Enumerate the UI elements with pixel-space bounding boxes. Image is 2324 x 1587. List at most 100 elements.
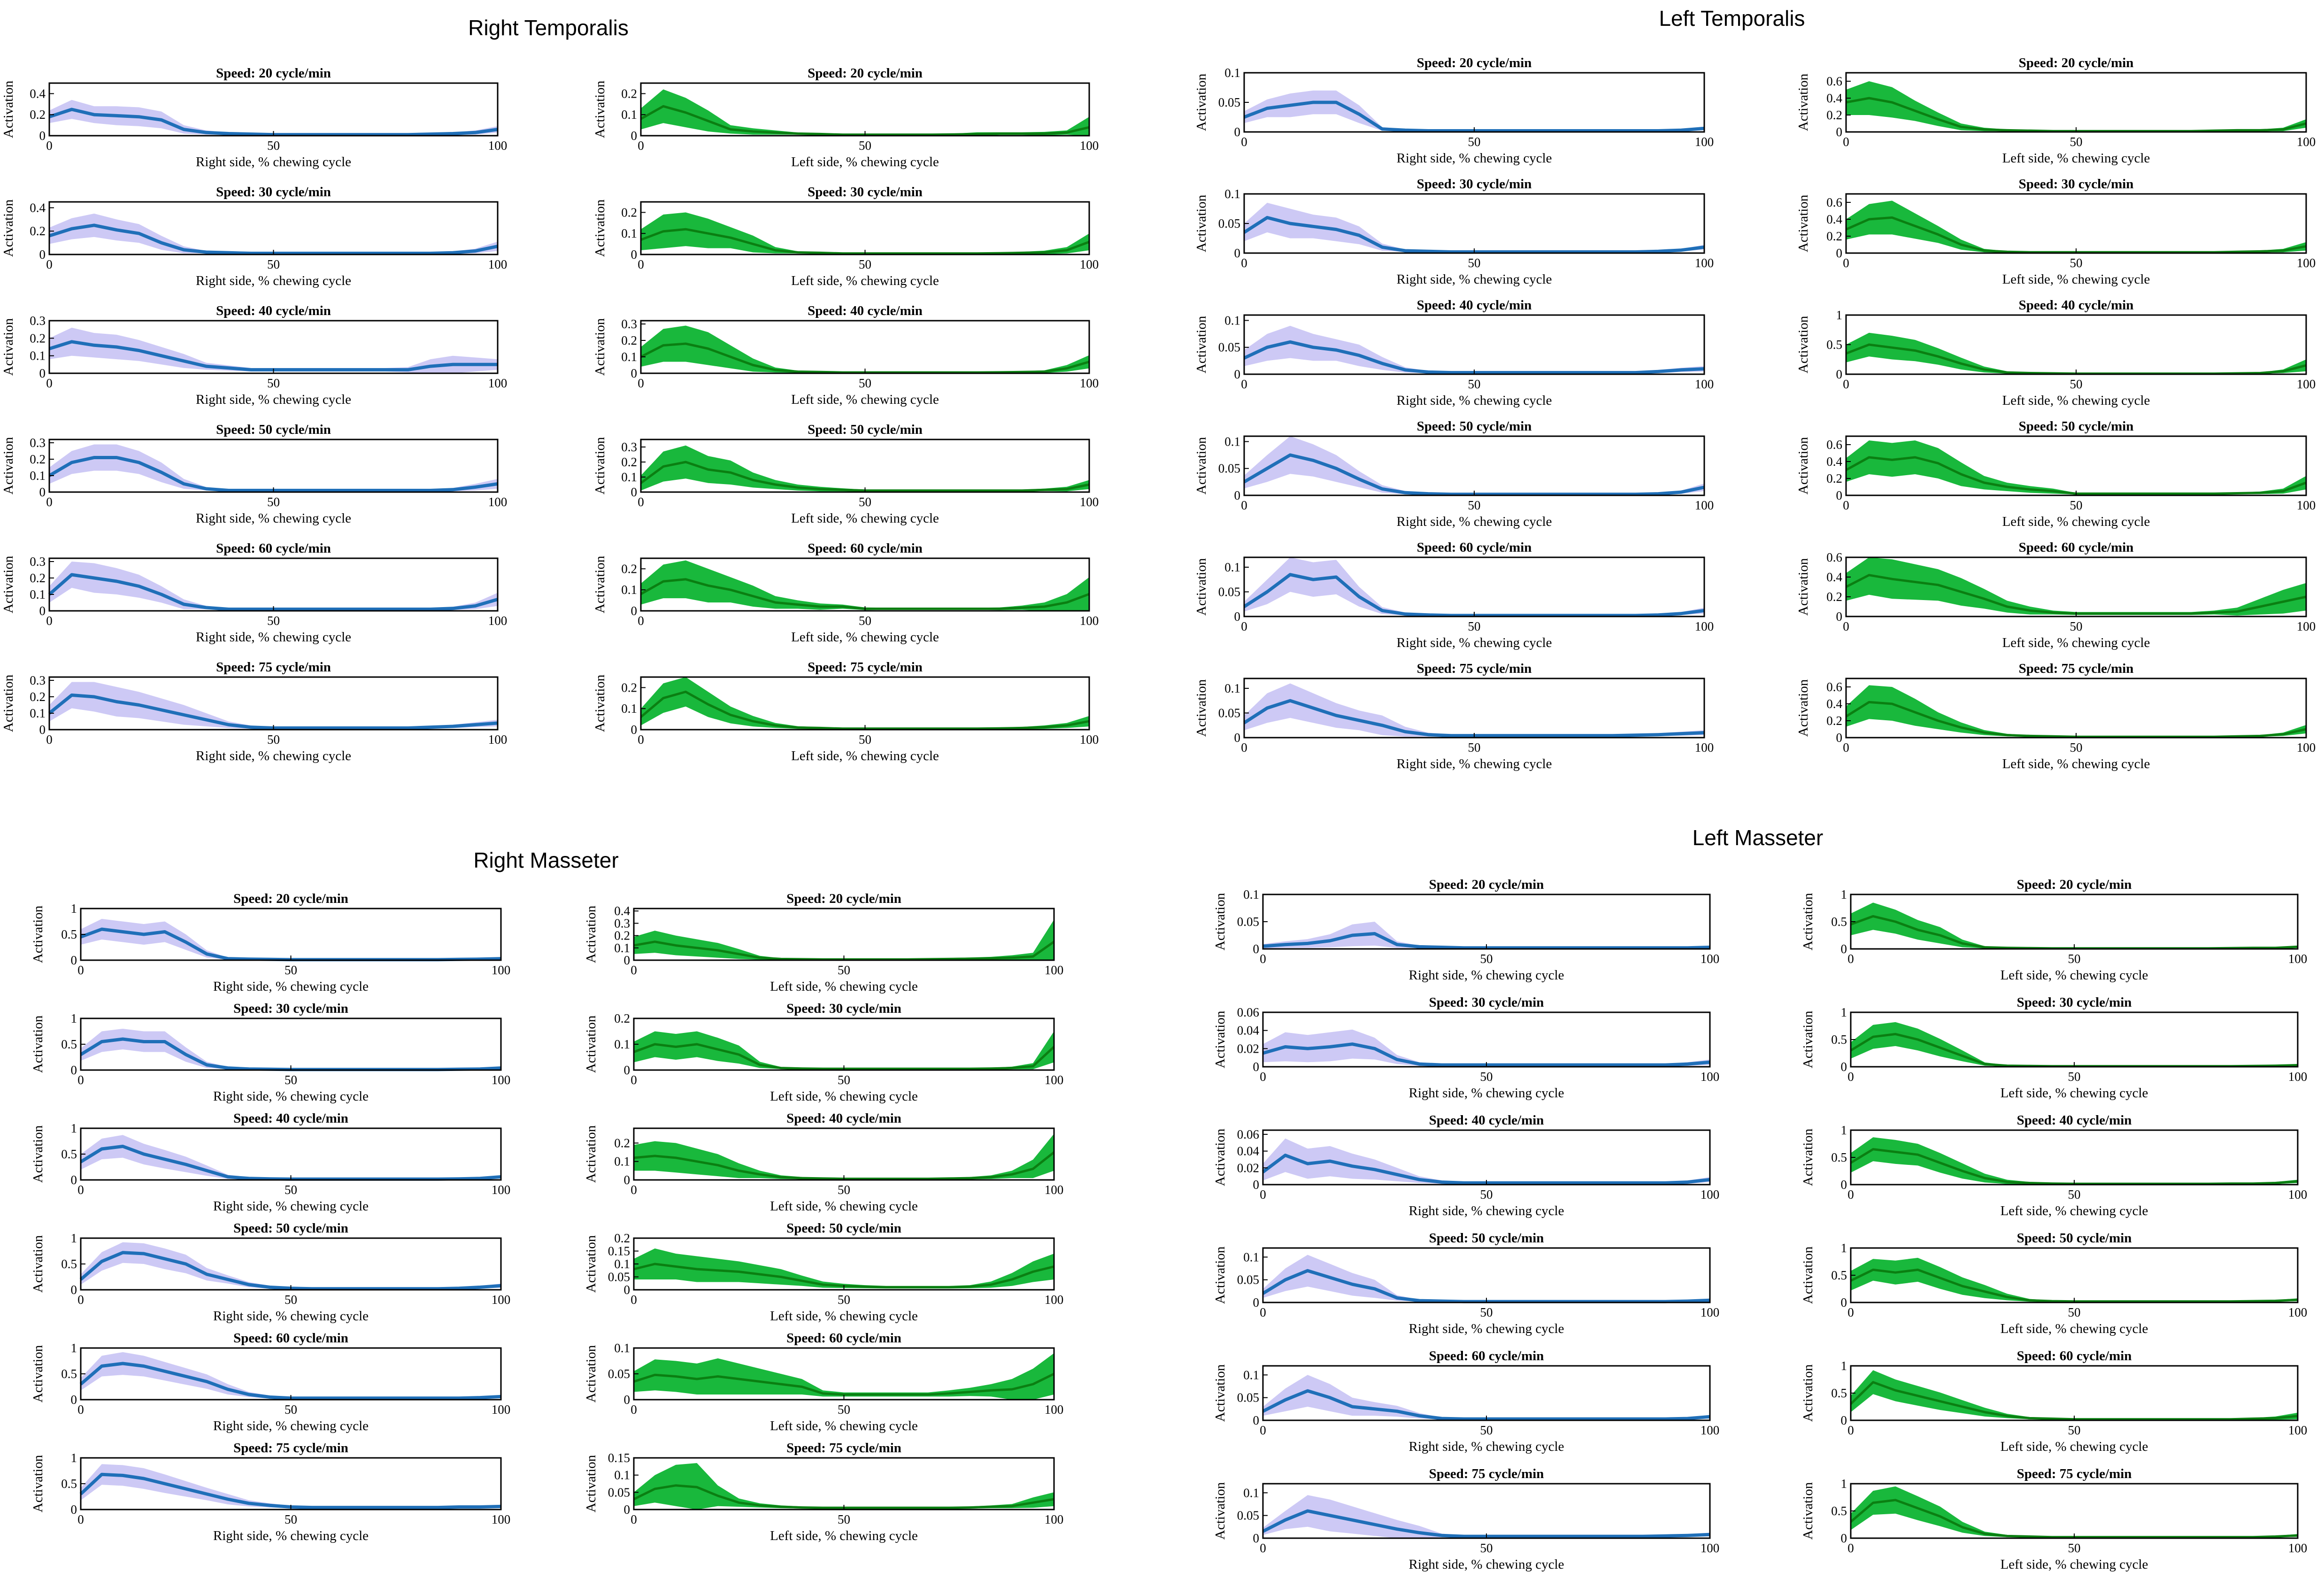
y-axis-label: Activation (1796, 437, 1811, 494)
x-tick-label: 100 (1701, 952, 1720, 966)
y-axis-label: Activation (1801, 1246, 1816, 1304)
subplot-title: Speed: 60 cycle/min (1429, 1348, 1544, 1364)
x-tick-label: 0 (46, 139, 53, 153)
y-tick-label: 0.1 (614, 1257, 630, 1271)
y-tick-label: 0.1 (614, 1037, 630, 1051)
x-tick-label: 100 (1045, 1512, 1064, 1526)
x-axis-label: Left side, % chewing cycle (770, 1309, 918, 1324)
subplot-right-6: Speed: 75 cycle/min 0 50 100 0 0.5 1 Right side… (31, 1441, 510, 1543)
subplot-title: Speed: 50 cycle/min (1429, 1231, 1544, 1246)
y-axis-label: Activation (1801, 1482, 1816, 1540)
y-axis-label: Activation (593, 199, 608, 257)
y-tick-label: 0 (1841, 1531, 1847, 1545)
subplot-left-2: Speed: 30 cycle/min 0 50 100 0 0.1 0.2 Left sid… (584, 1001, 1063, 1104)
y-tick-label: 0 (1253, 1178, 1260, 1192)
x-tick-label: 0 (638, 139, 644, 153)
x-axis-label: Left side, % chewing cycle (2002, 756, 2150, 771)
y-tick-label: 0.6 (1826, 438, 1842, 452)
x-tick-label: 50 (859, 257, 871, 271)
x-tick-label: 0 (46, 257, 53, 271)
y-axis-label: Activation (584, 1125, 599, 1183)
subplot-title: Speed: 60 cycle/min (786, 1331, 901, 1346)
y-axis-label: Activation (1194, 437, 1209, 494)
y-tick-label: 0.3 (30, 314, 46, 328)
y-tick-label: 0.5 (61, 1367, 77, 1381)
subplot-right-1: Speed: 20 cycle/min 0 50 100 0 0.05 0.1 Right s… (1194, 55, 1714, 166)
x-tick-label: 0 (1843, 740, 1849, 755)
y-tick-label: 0 (39, 723, 46, 737)
x-tick-label: 50 (1468, 740, 1481, 755)
x-tick-label: 50 (859, 495, 871, 509)
y-tick-label: 0.1 (1224, 560, 1240, 574)
subplot-right-4: Speed: 50 cycle/min 0 50 100 0 0.05 0.1 Right s… (1194, 419, 1714, 529)
subplot-title: Speed: 30 cycle/min (233, 1001, 348, 1016)
x-tick-label: 50 (2070, 256, 2083, 270)
subplot-title: Speed: 20 cycle/min (808, 66, 923, 81)
x-tick-label: 100 (1080, 732, 1099, 747)
x-axis-label: Right side, % chewing cycle (213, 1418, 369, 1433)
x-tick-label: 50 (859, 614, 871, 628)
subplot-title: Speed: 40 cycle/min (1417, 298, 1532, 313)
y-tick-label: 0.6 (1826, 680, 1842, 694)
std-band (49, 444, 498, 492)
x-tick-label: 100 (1080, 257, 1099, 271)
subplot-title: Speed: 40 cycle/min (1429, 1113, 1544, 1128)
std-band (1244, 557, 1704, 616)
subplot-title: Speed: 50 cycle/min (808, 422, 923, 437)
subplot-title: Speed: 40 cycle/min (233, 1111, 348, 1126)
x-tick-label: 50 (285, 1183, 297, 1197)
y-tick-label: 0.2 (621, 86, 637, 100)
y-tick-label: 0.2 (30, 571, 46, 585)
mean-line (633, 1372, 1055, 1396)
x-tick-label: 0 (638, 732, 644, 747)
y-axis-label: Activation (584, 1235, 599, 1293)
x-axis-label: Right side, % chewing cycle (1397, 272, 1552, 287)
subplot-left-6: Speed: 75 cycle/min 0 50 100 0 0.1 0.2 Left sid… (593, 660, 1099, 763)
x-tick-label: 50 (2068, 1423, 2081, 1437)
x-axis-label: Left side, % chewing cycle (770, 1199, 918, 1214)
x-axis-label: Right side, % chewing cycle (196, 273, 351, 288)
x-tick-label: 50 (838, 1293, 850, 1307)
subplot-title: Speed: 60 cycle/min (216, 541, 331, 556)
x-axis-label: Left side, % chewing cycle (2002, 635, 2150, 650)
x-tick-label: 50 (2068, 952, 2081, 966)
x-tick-label: 100 (1701, 1305, 1720, 1319)
y-tick-label: 0.2 (621, 562, 637, 576)
y-tick-label: 0 (71, 1393, 77, 1407)
y-tick-label: 0.3 (621, 440, 637, 454)
y-tick-label: 0.1 (1243, 1368, 1259, 1382)
y-tick-label: 0.2 (614, 1231, 630, 1245)
y-tick-label: 0.2 (30, 690, 46, 704)
x-tick-label: 100 (1695, 135, 1714, 149)
std-band (634, 1353, 1054, 1400)
x-tick-label: 100 (488, 732, 508, 747)
x-tick-label: 50 (1468, 377, 1481, 391)
subplot-right-6: Speed: 75 cycle/min 0 50 100 0 0.05 0.1 Right s… (1194, 661, 1714, 771)
subplot-title: Speed: 75 cycle/min (1417, 661, 1532, 676)
x-tick-label: 0 (1847, 1305, 1854, 1319)
x-axis-label: Right side, % chewing cycle (1409, 968, 1564, 983)
subplot-title: Speed: 20 cycle/min (1417, 55, 1532, 70)
y-tick-label: 0.05 (608, 1367, 630, 1381)
x-tick-label: 100 (492, 1073, 511, 1087)
y-tick-label: 0 (631, 604, 638, 618)
y-tick-label: 0 (71, 1283, 77, 1297)
subplot-right-5: Speed: 60 cycle/min 0 50 100 0 0.05 0.1 Right s… (1213, 1348, 1719, 1454)
subplot-title: Speed: 75 cycle/min (786, 1441, 901, 1456)
subplot-right-2: Speed: 30 cycle/min 0 50 100 0 0.2 0.4 Right si… (1, 185, 507, 288)
subplot-right-3: Speed: 40 cycle/min 0 50 100 0 0.05 0.1 Right s… (1194, 298, 1714, 408)
y-tick-label: 0 (71, 1063, 77, 1077)
std-band (1263, 1138, 1710, 1184)
y-tick-label: 0.1 (1243, 1486, 1259, 1500)
x-axis-label: Left side, % chewing cycle (791, 748, 939, 763)
y-tick-label: 0.1 (614, 1341, 630, 1355)
y-axis-label: Activation (593, 437, 608, 494)
y-tick-label: 0.4 (1826, 212, 1842, 226)
x-tick-label: 0 (46, 376, 53, 390)
x-axis-label: Right side, % chewing cycle (213, 979, 369, 994)
y-axis-label: Activation (1796, 679, 1811, 737)
subplot-title: Speed: 75 cycle/min (2019, 661, 2134, 676)
subplot-title: Speed: 40 cycle/min (2017, 1113, 2132, 1128)
